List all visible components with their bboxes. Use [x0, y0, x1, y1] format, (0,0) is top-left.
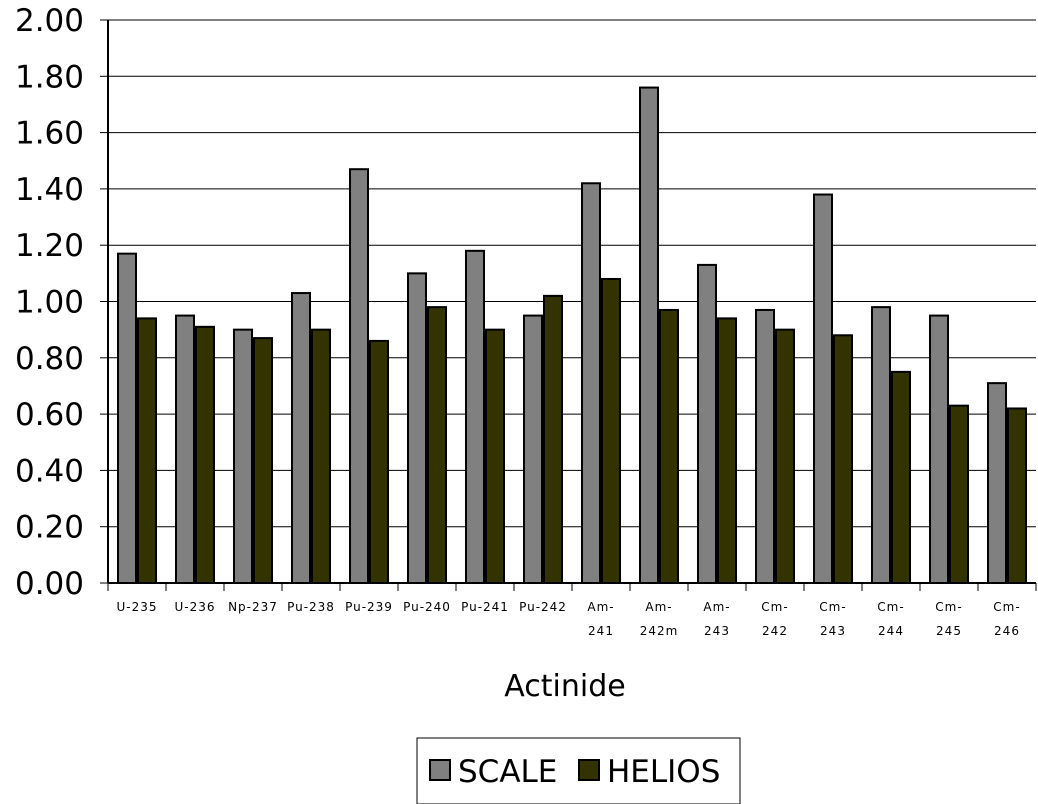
- x-tick-label: 244: [878, 624, 904, 638]
- bar-helios-pu-240: [427, 306, 447, 584]
- x-tick-label: Pu-240: [403, 600, 451, 614]
- bar-helios-am-241: [601, 277, 621, 584]
- legend-label-helios: HELIOS: [607, 754, 720, 790]
- bar-helios-cm-243: [833, 334, 853, 584]
- bar-scale-pu-242: [523, 314, 543, 584]
- bar-scale-u-236: [175, 314, 195, 584]
- bar-helios-pu-239: [369, 339, 389, 584]
- bar-scale-cm-242: [755, 308, 775, 584]
- y-tick-label: 1.20: [15, 228, 84, 264]
- bar-helios-am-242m: [659, 308, 679, 584]
- x-tick-label: Pu-238: [287, 600, 335, 614]
- x-axis-label: Actinide: [504, 669, 625, 704]
- bar-helios-pu-238: [311, 328, 331, 584]
- y-tick-label: 1.00: [15, 285, 84, 321]
- x-tick-label: Cm-: [935, 600, 962, 614]
- bar-helios-np-237: [253, 337, 273, 584]
- bar-helios-cm-246: [1007, 407, 1027, 584]
- x-tick-label: 245: [936, 624, 962, 638]
- x-tick-label: Cm-: [993, 600, 1020, 614]
- x-tick-label: Cm-: [819, 600, 846, 614]
- x-tick-label: U-235: [116, 600, 157, 614]
- bar-scale-am-243: [697, 263, 717, 584]
- legend-swatch-helios: [578, 759, 600, 781]
- bar-scale-cm-244: [871, 306, 891, 584]
- y-tick-label: 0.80: [15, 341, 84, 377]
- x-tick-label: 243: [704, 624, 730, 638]
- x-tick-label: Pu-241: [461, 600, 509, 614]
- x-tick-label: Am-: [703, 600, 730, 614]
- bar-helios-cm-245: [949, 404, 969, 584]
- x-axis-ticks: U-235 U-236 Np-237 Pu-238 Pu-239 Pu-240 Pu-241…: [107, 583, 1037, 638]
- y-axis-ticks: 0.00 0.20 0.40 0.60 0.80 1.00 1.20 1.40 1.60 1.80…: [15, 3, 108, 602]
- y-tick-label: 1.40: [15, 172, 84, 208]
- x-tick-label: 246: [994, 624, 1020, 638]
- legend: SCALE HELIOS: [416, 737, 741, 804]
- y-tick-label: 0.00: [15, 566, 84, 602]
- bar-scale-cm-243: [813, 193, 833, 584]
- x-tick-label: Cm-: [877, 600, 904, 614]
- bar-helios-u-235: [137, 317, 157, 584]
- bar-scale-am-242m: [639, 86, 659, 584]
- bars: [117, 86, 1027, 585]
- bar-scale-pu-240: [407, 272, 427, 584]
- bar-scale-u-235: [117, 252, 137, 585]
- bar-scale-cm-245: [929, 314, 949, 584]
- bar-helios-u-236: [195, 325, 215, 584]
- x-tick-label: 242m: [640, 624, 679, 638]
- x-tick-label: U-236: [174, 600, 215, 614]
- bar-helios-pu-242: [543, 294, 563, 584]
- y-tick-label: 1.60: [15, 116, 84, 152]
- y-tick-label: 0.20: [15, 510, 84, 546]
- x-tick-label: Np-237: [228, 600, 278, 614]
- y-tick-label: 0.40: [15, 453, 84, 489]
- bar-scale-pu-238: [291, 292, 311, 584]
- x-tick-label: 242: [762, 624, 788, 638]
- bar-scale-pu-239: [349, 168, 369, 584]
- x-tick-label: Pu-242: [519, 600, 567, 614]
- y-tick-label: 0.60: [15, 397, 84, 433]
- y-tick-label: 2.00: [15, 3, 84, 39]
- y-tick-label: 1.80: [15, 59, 84, 95]
- bar-helios-cm-244: [891, 370, 911, 584]
- x-tick-label: Pu-239: [345, 600, 393, 614]
- bar-scale-am-241: [581, 182, 601, 585]
- bar-scale-cm-246: [987, 382, 1007, 585]
- bar-helios-am-243: [717, 317, 737, 584]
- bar-scale-np-237: [233, 328, 253, 584]
- legend-swatch-scale: [429, 759, 451, 781]
- bar-helios-pu-241: [485, 328, 505, 584]
- legend-label-scale: SCALE: [458, 754, 557, 790]
- x-tick-label: Am-: [645, 600, 672, 614]
- bar-helios-cm-242: [775, 328, 795, 584]
- bar-scale-pu-241: [465, 249, 485, 585]
- x-tick-label: 243: [820, 624, 846, 638]
- x-tick-label: Am-: [587, 600, 614, 614]
- x-tick-label: 241: [588, 624, 614, 638]
- x-tick-label: Cm-: [761, 600, 788, 614]
